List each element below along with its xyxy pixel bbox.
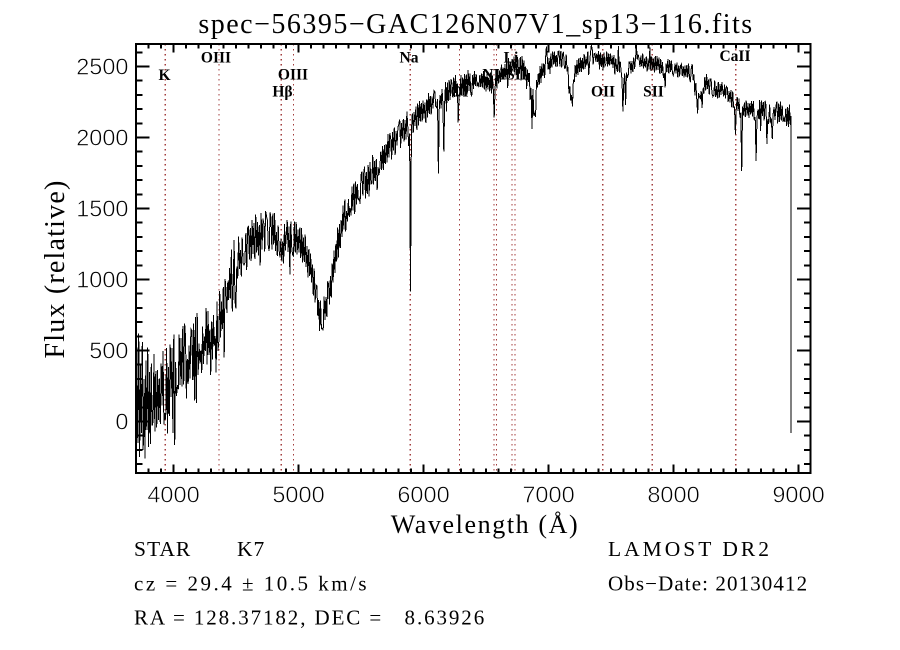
svg-text:2500: 2500 — [76, 54, 128, 80]
svg-text:7000: 7000 — [522, 482, 574, 508]
svg-text:Na: Na — [400, 50, 419, 67]
svg-text:1000: 1000 — [76, 267, 128, 293]
svg-text:CaII: CaII — [719, 48, 750, 65]
svg-text:4000: 4000 — [147, 482, 199, 508]
svg-text:9000: 9000 — [772, 482, 824, 508]
svg-text:5000: 5000 — [272, 482, 324, 508]
svg-text:Hβ: Hβ — [272, 84, 292, 101]
svg-text:1500: 1500 — [76, 196, 128, 222]
svg-text:SII: SII — [643, 84, 664, 101]
svg-text:STAR: STAR — [134, 537, 191, 561]
svg-text:LAMOST DR2: LAMOST DR2 — [608, 537, 772, 561]
svg-text:Wavelength (Å): Wavelength (Å) — [391, 510, 580, 539]
svg-text:Flux (relative): Flux (relative) — [40, 180, 71, 359]
svg-text:OIII: OIII — [201, 50, 231, 67]
svg-text:6000: 6000 — [397, 482, 449, 508]
svg-text:K7: K7 — [237, 537, 265, 561]
svg-text:OI: OI — [450, 84, 468, 101]
svg-text:0: 0 — [115, 409, 128, 435]
svg-text:500: 500 — [89, 338, 128, 364]
svg-text:2000: 2000 — [76, 125, 128, 151]
svg-text:Li: Li — [504, 50, 519, 67]
svg-text:OIII: OIII — [278, 67, 308, 84]
svg-text:NII: NII — [482, 67, 505, 84]
svg-text:K: K — [158, 67, 170, 84]
svg-text:8000: 8000 — [647, 482, 699, 508]
svg-text:cz = 29.4 ± 10.5 km/s: cz = 29.4 ± 10.5 km/s — [134, 572, 369, 596]
svg-text:Obs−Date: 20130412: Obs−Date: 20130412 — [608, 572, 808, 596]
svg-text:RA = 128.37182, DEC = 8.6392: RA = 128.37182, DEC = 8.63926 — [134, 606, 486, 630]
svg-text:SII: SII — [506, 67, 527, 84]
svg-text:OII: OII — [591, 84, 615, 101]
svg-text:spec−56395−GAC126N07V1_sp13−11: spec−56395−GAC126N07V1_sp13−116.fits — [198, 9, 753, 40]
